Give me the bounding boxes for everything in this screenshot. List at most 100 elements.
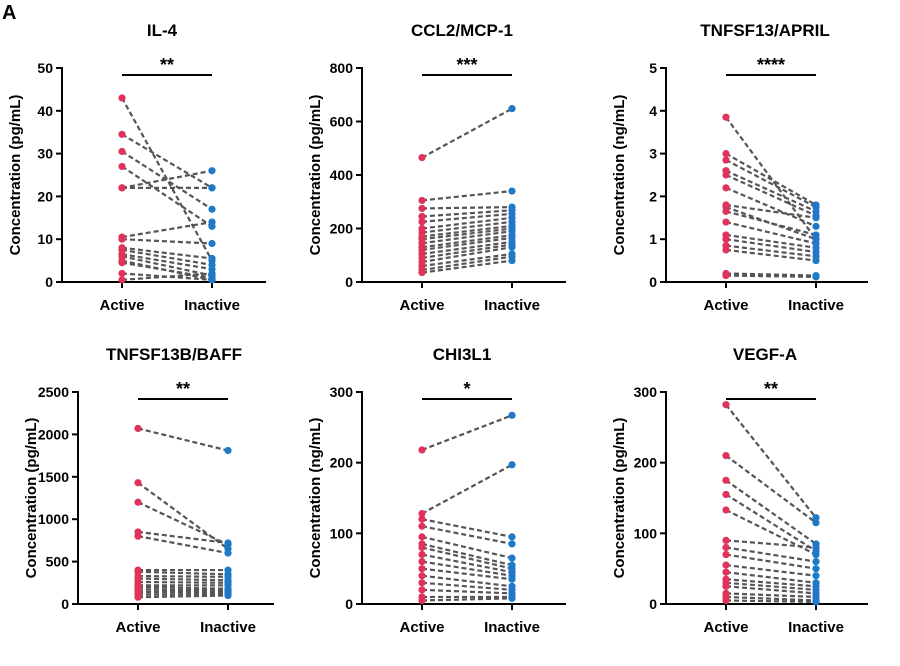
pair-line <box>725 553 817 570</box>
active-point <box>418 196 426 205</box>
active-point <box>722 113 730 121</box>
active-point <box>722 156 730 164</box>
pair-line <box>725 238 817 254</box>
inactive-point <box>224 539 232 547</box>
pair-line <box>421 567 513 581</box>
pair-line <box>725 571 817 584</box>
y-axis-label: Concentration (pg/mL) <box>611 418 628 579</box>
x-category-label: Active <box>703 619 748 636</box>
pair-line <box>421 597 513 602</box>
y-tick-label: 50 <box>37 60 53 76</box>
inactive-point <box>812 565 820 573</box>
x-category-label: Active <box>399 297 444 314</box>
y-tick-label: 800 <box>330 60 354 76</box>
inactive-point <box>208 218 216 226</box>
significance-label: * <box>463 379 470 399</box>
pair-line <box>421 546 513 570</box>
pair-line <box>137 580 229 584</box>
y-tick-label: 30 <box>37 146 53 162</box>
pair-line <box>725 169 817 213</box>
pair-line <box>421 518 513 538</box>
chart-title: CHI3L1 <box>433 345 492 364</box>
active-point <box>134 532 142 540</box>
pair-line <box>121 259 213 281</box>
pair-line <box>421 252 513 268</box>
active-point <box>418 204 426 213</box>
active-point <box>418 543 426 552</box>
active-point <box>722 452 730 460</box>
pair-line <box>121 238 213 245</box>
active-point <box>134 593 142 601</box>
active-point <box>418 154 426 162</box>
pair-line <box>121 165 213 228</box>
pair-line <box>421 463 513 515</box>
pair-line <box>725 546 817 563</box>
y-tick-label: 3 <box>649 146 657 162</box>
pair-line <box>421 220 513 234</box>
y-axis-label: Concentration (pg/mL) <box>7 95 24 256</box>
active-point <box>722 550 730 559</box>
pair-line <box>421 581 513 591</box>
pair-line <box>421 212 513 223</box>
panel-letter: A <box>2 2 16 24</box>
active-point <box>418 522 426 530</box>
x-category-label: Inactive <box>184 297 240 314</box>
pair-line <box>137 574 229 578</box>
pair-line <box>725 159 817 209</box>
significance-label: **** <box>757 55 785 75</box>
pair-line <box>121 253 213 271</box>
pair-line <box>137 427 229 452</box>
pair-line <box>725 248 817 262</box>
pair-line <box>725 152 817 206</box>
inactive-point <box>508 575 516 583</box>
y-tick-label: 1 <box>649 231 657 247</box>
y-tick-label: 1500 <box>38 469 69 485</box>
y-tick-label: 20 <box>37 188 53 204</box>
y-tick-label: 300 <box>634 384 658 400</box>
y-tick-label: 0 <box>45 274 53 290</box>
pair-line <box>121 150 213 211</box>
active-point <box>722 246 730 254</box>
x-category-label: Active <box>399 619 444 636</box>
pair-line <box>137 501 229 546</box>
active-point <box>722 235 730 243</box>
pair-line <box>725 564 817 577</box>
chart-panel-3: TNFSF13/APRIL Concentration (ng/mL) 0 1 2 3 4 5… <box>611 21 868 314</box>
active-point <box>418 550 426 559</box>
inactive-point <box>208 269 216 278</box>
inactive-point <box>812 222 820 230</box>
pair-line <box>725 493 817 552</box>
chart-panel-1: IL-4 Concentration (pg/mL) 0 10 20 30 40 50 Acti… <box>7 21 266 314</box>
inactive-point <box>508 411 516 419</box>
y-axis-label: Concentration (ng/mL) <box>611 95 628 256</box>
pair-line <box>725 272 817 277</box>
pair-line <box>121 220 213 239</box>
active-point <box>134 424 142 433</box>
active-point <box>722 271 730 280</box>
active-point <box>118 276 126 284</box>
pair-line <box>121 248 213 266</box>
active-point <box>418 269 426 277</box>
y-tick-label: 2 <box>649 188 657 204</box>
pair-line <box>421 206 513 210</box>
inactive-point <box>508 594 516 602</box>
pair-line <box>121 246 213 260</box>
pair-line <box>121 272 213 281</box>
active-point <box>722 536 730 545</box>
y-tick-label: 200 <box>330 221 354 237</box>
significance-label: *** <box>456 55 477 75</box>
pair-line <box>421 574 513 588</box>
pair-line <box>421 588 513 595</box>
active-point <box>118 259 126 267</box>
pair-line <box>421 243 513 260</box>
active-point <box>118 147 126 156</box>
pair-line <box>725 539 817 549</box>
active-point <box>418 596 426 605</box>
pair-line <box>725 599 817 603</box>
pair-line <box>421 259 513 274</box>
inactive-point <box>208 167 216 175</box>
pair-line <box>421 227 513 241</box>
active-point <box>118 235 126 243</box>
